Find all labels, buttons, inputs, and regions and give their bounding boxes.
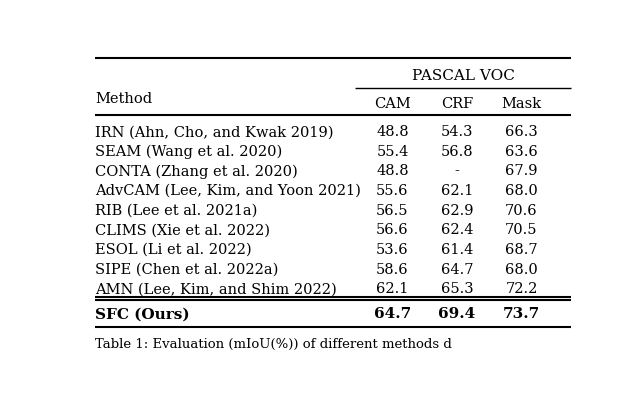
Text: 62.4: 62.4: [441, 224, 473, 237]
Text: 62.9: 62.9: [441, 204, 473, 218]
Text: 56.8: 56.8: [441, 145, 473, 159]
Text: 63.6: 63.6: [505, 145, 538, 159]
Text: 68.7: 68.7: [505, 243, 538, 257]
Text: 56.6: 56.6: [376, 224, 409, 237]
Text: CONTA (Zhang et al. 2020): CONTA (Zhang et al. 2020): [95, 164, 298, 179]
Text: 70.6: 70.6: [505, 204, 538, 218]
Text: 55.6: 55.6: [376, 184, 409, 198]
Text: 65.3: 65.3: [441, 282, 473, 296]
Text: 68.0: 68.0: [505, 184, 538, 198]
Text: ESOL (Li et al. 2022): ESOL (Li et al. 2022): [95, 243, 252, 257]
Text: 72.2: 72.2: [505, 282, 538, 296]
Text: 56.5: 56.5: [376, 204, 409, 218]
Text: 62.1: 62.1: [441, 184, 473, 198]
Text: Table 1: Evaluation (mIoU(%)) of different methods d: Table 1: Evaluation (mIoU(%)) of differe…: [95, 338, 452, 351]
Text: CRF: CRF: [441, 97, 473, 111]
Text: RIB (Lee et al. 2021a): RIB (Lee et al. 2021a): [95, 204, 257, 218]
Text: 48.8: 48.8: [376, 125, 409, 139]
Text: 68.0: 68.0: [505, 263, 538, 277]
Text: AMN (Lee, Kim, and Shim 2022): AMN (Lee, Kim, and Shim 2022): [95, 282, 337, 296]
Text: 67.9: 67.9: [505, 164, 538, 178]
Text: 69.4: 69.4: [438, 307, 476, 322]
Text: 54.3: 54.3: [441, 125, 473, 139]
Text: PASCAL VOC: PASCAL VOC: [412, 69, 515, 83]
Text: 55.4: 55.4: [376, 145, 409, 159]
Text: 61.4: 61.4: [441, 243, 473, 257]
Text: IRN (Ahn, Cho, and Kwak 2019): IRN (Ahn, Cho, and Kwak 2019): [95, 125, 333, 139]
Text: 64.7: 64.7: [374, 307, 411, 322]
Text: CAM: CAM: [374, 97, 411, 111]
Text: 58.6: 58.6: [376, 263, 409, 277]
Text: -: -: [454, 164, 460, 178]
Text: Method: Method: [95, 92, 152, 106]
Text: 70.5: 70.5: [505, 224, 538, 237]
Text: 66.3: 66.3: [505, 125, 538, 139]
Text: SFC (Ours): SFC (Ours): [95, 307, 189, 322]
Text: 73.7: 73.7: [503, 307, 540, 322]
Text: 53.6: 53.6: [376, 243, 409, 257]
Text: AdvCAM (Lee, Kim, and Yoon 2021): AdvCAM (Lee, Kim, and Yoon 2021): [95, 184, 361, 198]
Text: CLIMS (Xie et al. 2022): CLIMS (Xie et al. 2022): [95, 224, 270, 237]
Text: 64.7: 64.7: [441, 263, 473, 277]
Text: Mask: Mask: [501, 97, 541, 111]
Text: 48.8: 48.8: [376, 164, 409, 178]
Text: SEAM (Wang et al. 2020): SEAM (Wang et al. 2020): [95, 145, 282, 159]
Text: 62.1: 62.1: [376, 282, 409, 296]
Text: SIPE (Chen et al. 2022a): SIPE (Chen et al. 2022a): [95, 263, 278, 277]
